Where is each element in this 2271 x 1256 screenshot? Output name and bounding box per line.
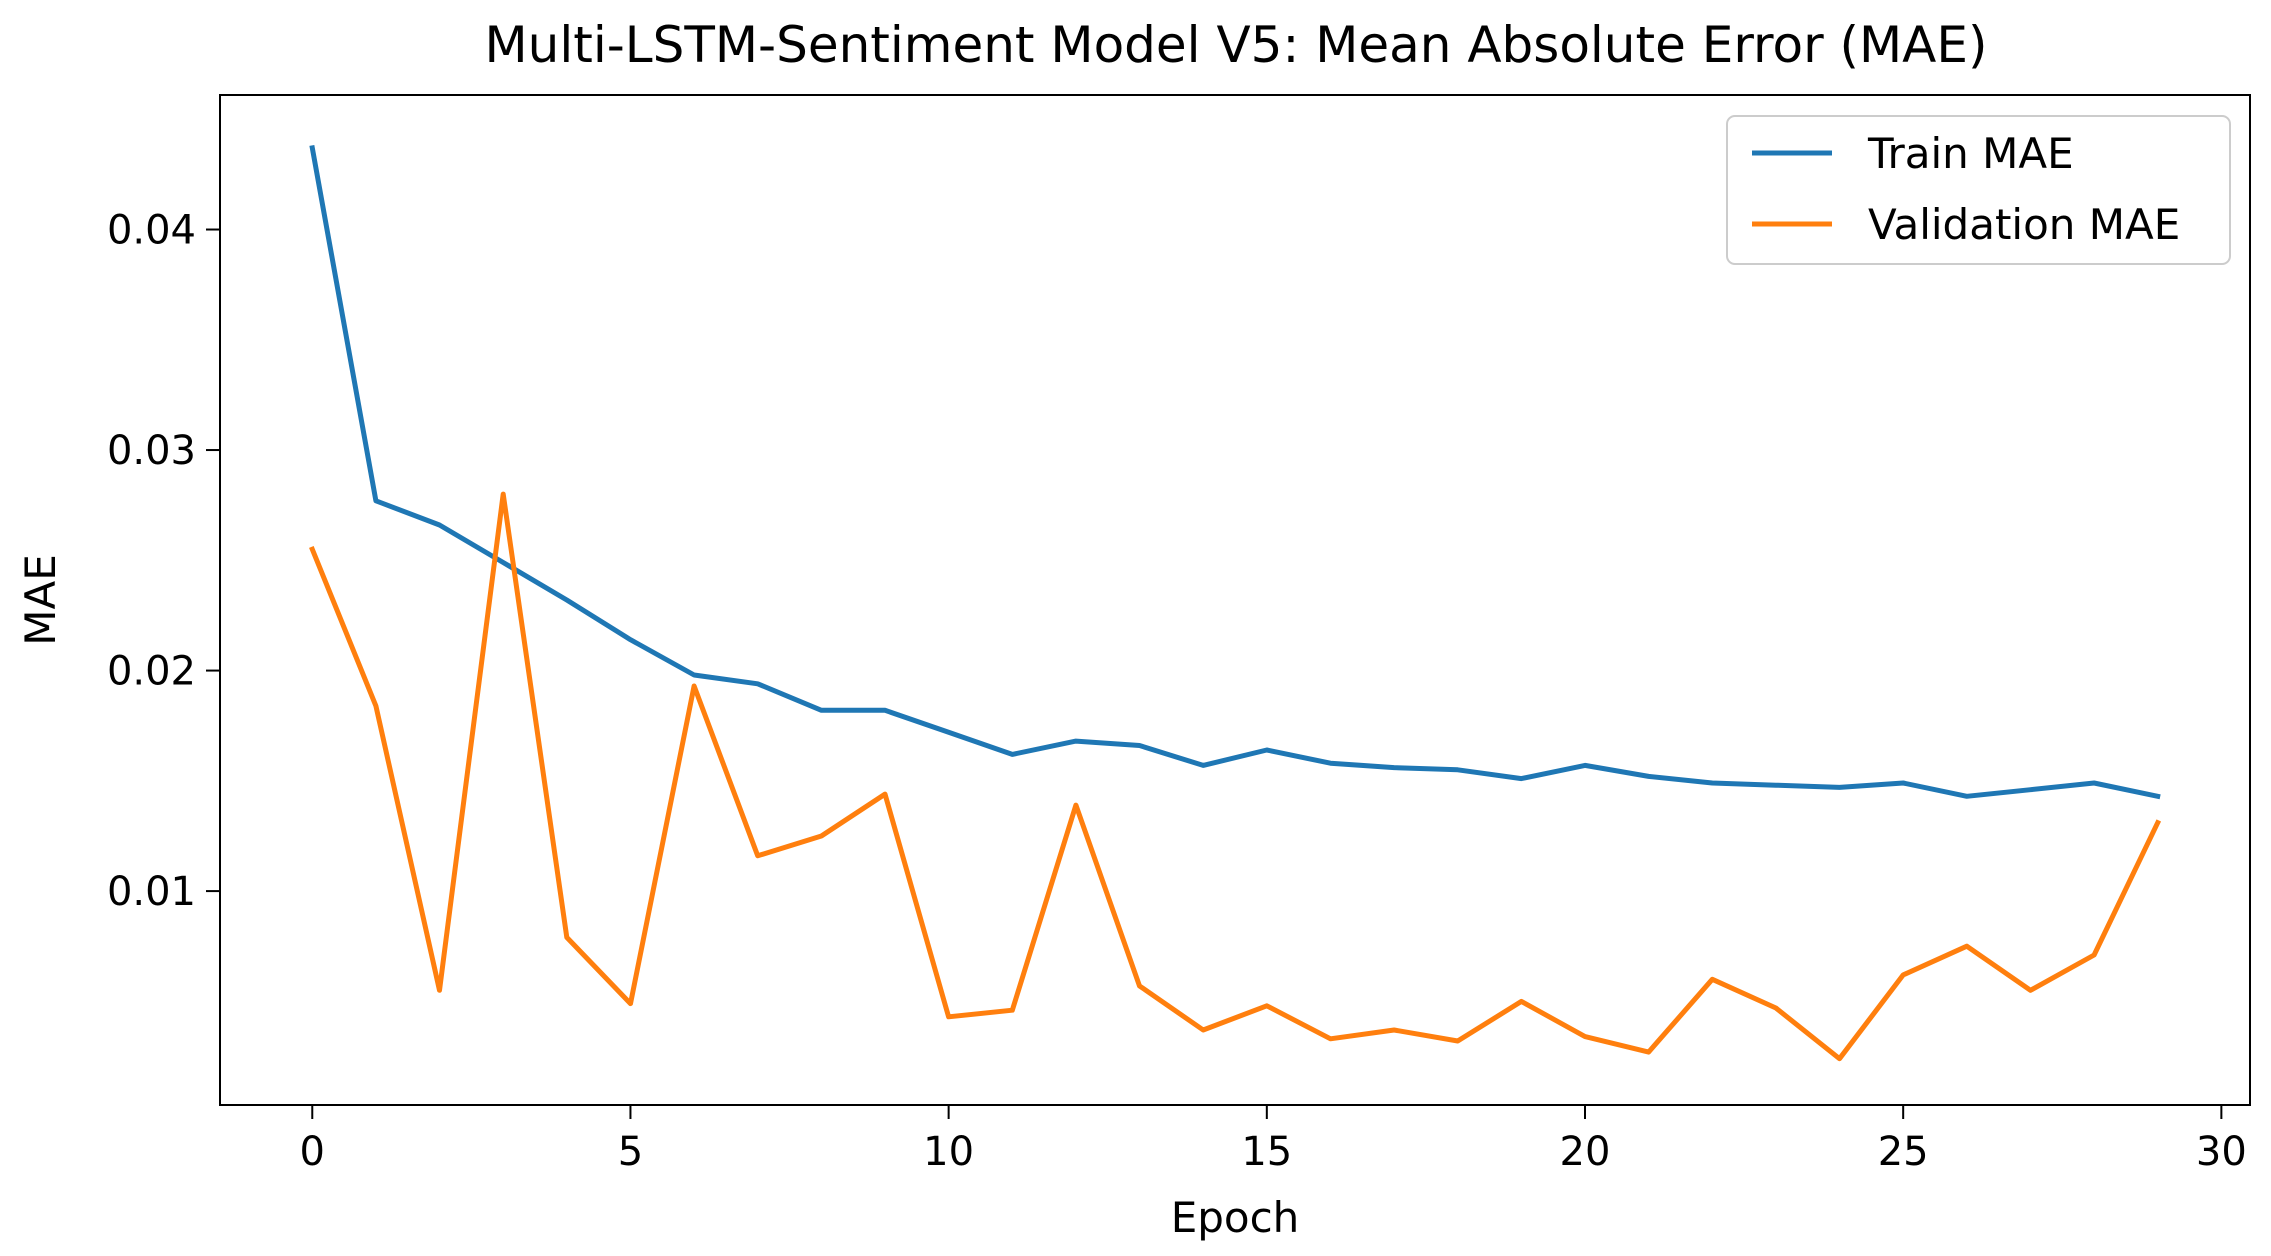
y-tick-label: 0.02 xyxy=(107,649,196,695)
x-tick-label: 0 xyxy=(300,1129,325,1175)
y-tick-label: 0.01 xyxy=(107,869,196,915)
legend-label-train-mae: Train MAE xyxy=(1867,129,2074,178)
x-tick-label: 10 xyxy=(923,1129,974,1175)
y-tick-label: 0.04 xyxy=(107,208,196,254)
plot-area xyxy=(309,144,2162,1062)
x-tick-label: 5 xyxy=(618,1129,643,1175)
legend-label-validation-mae: Validation MAE xyxy=(1868,200,2180,249)
series-line-train-mae xyxy=(309,144,2161,800)
chart-title: Multi-LSTM-Sentiment Model V5: Mean Abso… xyxy=(485,16,1988,74)
x-tick-label: 20 xyxy=(1560,1129,1611,1175)
x-axis: 0 5 10 15 20 25 30 xyxy=(300,1105,2247,1175)
legend-frame xyxy=(1726,115,2231,265)
y-axis: 0.01 0.02 0.03 0.04 xyxy=(107,208,220,915)
x-tick-label: 25 xyxy=(1878,1129,1929,1175)
x-tick-label: 15 xyxy=(1241,1129,1292,1175)
legend: Train MAE Validation MAE xyxy=(1726,115,2231,265)
y-axis-label: MAE xyxy=(16,554,65,646)
x-axis-label: Epoch xyxy=(1171,1193,1300,1242)
series-line-validation-mae xyxy=(309,491,2162,1062)
x-tick-label: 30 xyxy=(2196,1129,2247,1175)
plot-frame xyxy=(219,94,2251,1106)
y-tick-label: 0.03 xyxy=(107,428,196,474)
